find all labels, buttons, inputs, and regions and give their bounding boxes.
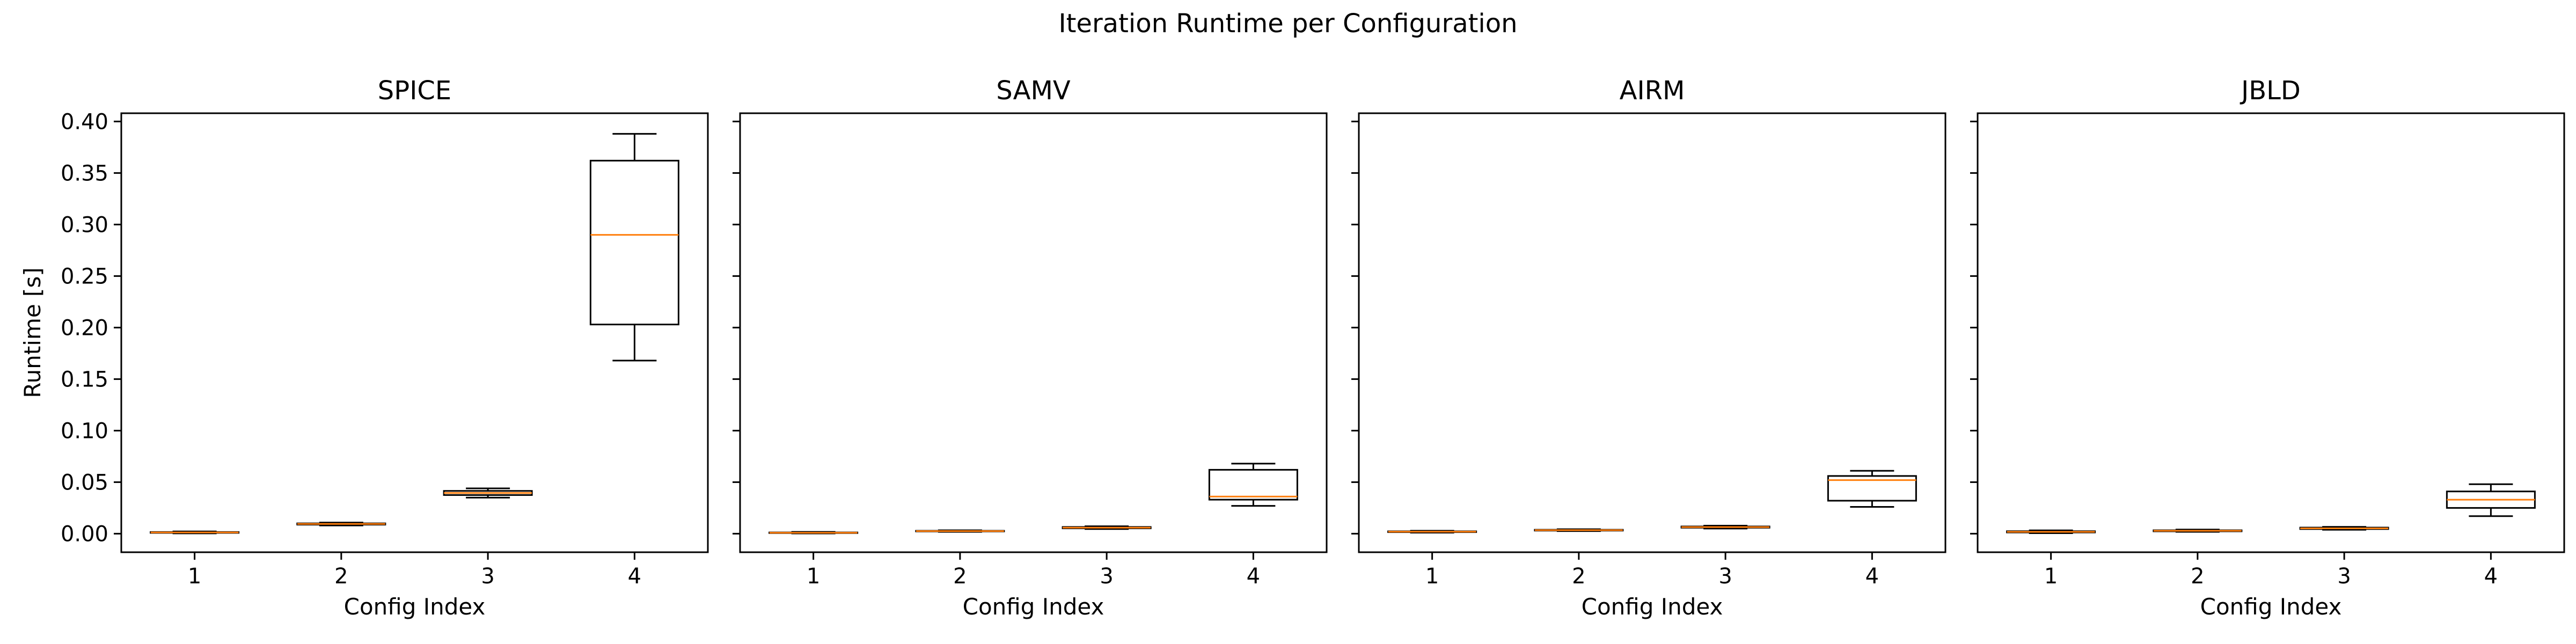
x-tick-label: 2 — [334, 564, 348, 589]
x-axis-label: Config Index — [1582, 594, 1723, 620]
y-axis-label: Runtime [s] — [19, 267, 46, 398]
box-config-4 — [589, 133, 679, 362]
panel-title: AIRM — [1620, 76, 1685, 106]
iqr-box — [1827, 475, 1917, 502]
iqr-box — [1208, 469, 1298, 501]
panel-spice: SPICE 0.00 0.05 0.10 0.15 0.20 0.25 0.30 0.35 0.4… — [61, 76, 709, 620]
box-config-3 — [443, 487, 533, 499]
box-config-2 — [2153, 529, 2243, 533]
axes-frame — [120, 112, 709, 553]
x-axis-label: Config Index — [344, 594, 486, 620]
box-config-3 — [2299, 526, 2389, 531]
y-tick-label: 0.30 — [61, 213, 108, 237]
y-tick-label: 0.35 — [61, 161, 108, 186]
y-tick-label: 0.40 — [61, 109, 108, 134]
panel-title: SAMV — [996, 76, 1071, 106]
y-tick-label: 0.00 — [61, 522, 108, 546]
x-axis-label: Config Index — [2200, 594, 2342, 620]
iqr-box — [589, 159, 679, 326]
box-config-1 — [150, 530, 240, 535]
y-tick-label: 0.20 — [61, 316, 108, 340]
x-tick-label: 3 — [1718, 564, 1732, 589]
x-tick-label: 1 — [2044, 564, 2058, 589]
x-tick-label: 3 — [1100, 564, 1113, 589]
x-tick-label: 4 — [2484, 564, 2498, 589]
x-tick-label: 4 — [628, 564, 641, 589]
x-tick-label: 4 — [1865, 564, 1879, 589]
panel-jbld: JBLD 1 2 3 4 Config Index — [1970, 76, 2565, 620]
x-tick-label: 1 — [188, 564, 201, 589]
panels-layer: SPICE 0.00 0.05 0.10 0.15 0.20 0.25 0.30 0.35 0.4… — [61, 76, 2565, 620]
x-tick-label: 1 — [1425, 564, 1439, 589]
axes-frame — [1977, 112, 2565, 553]
box-config-4 — [2446, 483, 2536, 517]
y-tick-label: 0.25 — [61, 264, 108, 289]
axes-frame — [1358, 112, 1946, 553]
x-tick-label: 1 — [807, 564, 820, 589]
chart-title: Iteration Runtime per Configuration — [1058, 9, 1517, 39]
x-tick-label: 3 — [481, 564, 494, 589]
x-tick-label: 3 — [2337, 564, 2351, 589]
y-tick-label: 0.15 — [61, 367, 108, 392]
x-tick-label: 4 — [1247, 564, 1260, 589]
y-tick-label: 0.05 — [61, 470, 108, 495]
box-config-4 — [1827, 470, 1917, 508]
x-axis-label: Config Index — [963, 594, 1104, 620]
panel-title: JBLD — [2240, 76, 2301, 106]
panel-title: SPICE — [378, 76, 451, 106]
box-config-1 — [2006, 529, 2096, 534]
axes-frame — [739, 112, 1328, 553]
box-config-2 — [915, 529, 1005, 533]
x-tick-label: 2 — [1572, 564, 1585, 589]
x-tick-label: 2 — [953, 564, 967, 589]
box-config-1 — [769, 531, 859, 535]
y-tick-label: 0.10 — [61, 419, 108, 443]
x-tick-label: 2 — [2191, 564, 2204, 589]
panel-airm: AIRM 1 2 3 4 Config Index — [1351, 76, 1946, 620]
box-config-2 — [1534, 528, 1624, 532]
box-config-3 — [1062, 525, 1152, 530]
box-config-3 — [1680, 524, 1770, 530]
box-config-4 — [1208, 463, 1298, 507]
box-config-2 — [296, 522, 386, 526]
box-config-1 — [1387, 530, 1477, 534]
panel-samv: SAMV 1 2 3 4 Config Index — [733, 76, 1328, 620]
